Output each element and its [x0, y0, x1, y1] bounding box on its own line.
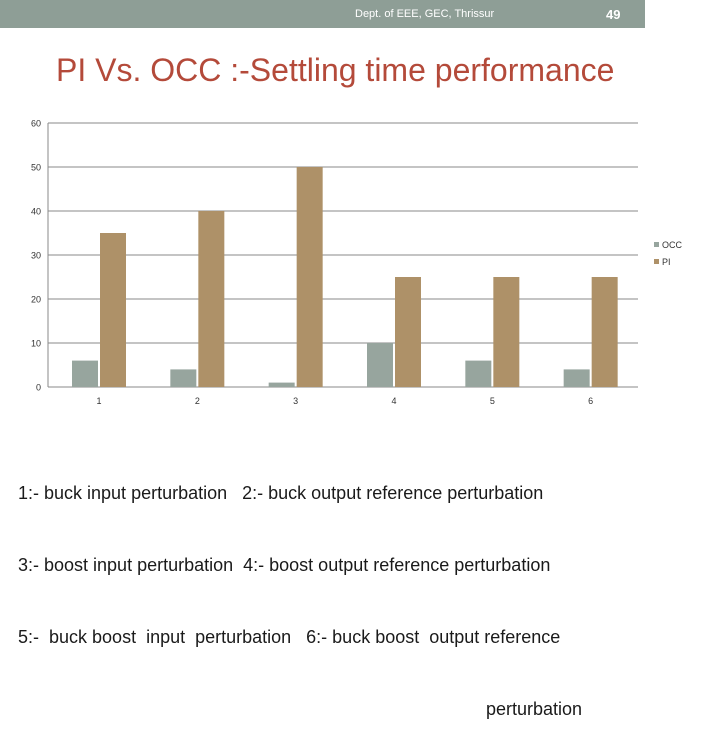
y-tick-label-0: 0	[36, 383, 41, 393]
header-bar	[0, 0, 645, 28]
bar-pi-2	[198, 211, 225, 387]
bar-occ-2	[170, 369, 197, 387]
bar-occ-3	[268, 382, 295, 387]
bar-occ-5	[465, 360, 492, 387]
x-tick-label-2: 2	[195, 396, 200, 406]
x-tick-label-4: 4	[391, 396, 396, 406]
legend-label-pi: PI	[662, 257, 671, 267]
bar-occ-6	[563, 369, 590, 387]
y-tick-label-30: 30	[31, 251, 41, 261]
legend-swatch-occ	[654, 242, 659, 247]
bar-pi-6	[591, 277, 618, 387]
x-tick-label-3: 3	[293, 396, 298, 406]
y-tick-label-10: 10	[31, 339, 41, 349]
caption-line-1: 1:- buck input perturbation 2:- buck out…	[18, 483, 544, 503]
page-number: 49	[606, 7, 621, 22]
y-tick-label-40: 40	[31, 207, 41, 217]
caption-line-3: 5:- buck boost input perturbation 6:- bu…	[18, 627, 561, 647]
slide-title: PI Vs. OCC :-Settling time performance	[56, 52, 615, 88]
caption-line-4: perturbation	[486, 699, 583, 719]
settling-time-bar-chart: 0 10 20 30 40 50 60 1 2 3 4 5 6 OCC PI	[31, 119, 683, 407]
x-tick-label-1: 1	[96, 396, 101, 406]
bar-pi-1	[100, 233, 126, 387]
header-department-label: Dept. of EEE, GEC, Thrissur	[355, 8, 495, 20]
y-tick-label-20: 20	[31, 295, 41, 305]
bar-pi-4	[395, 277, 421, 387]
y-tick-label-50: 50	[31, 163, 41, 173]
y-tick-label-60: 60	[31, 119, 41, 129]
x-tick-label-5: 5	[490, 396, 495, 406]
caption-line-2: 3:- boost input perturbation 4:- boost o…	[18, 555, 551, 575]
bar-occ-4	[367, 343, 393, 387]
legend-swatch-pi	[654, 259, 659, 264]
legend-label-occ: OCC	[662, 240, 683, 250]
bar-occ-1	[72, 360, 98, 387]
bar-pi-5	[493, 277, 520, 387]
category-caption: 1:- buck input perturbation 2:- buck out…	[18, 433, 582, 745]
bar-pi-3	[296, 167, 323, 387]
x-tick-label-6: 6	[588, 396, 593, 406]
